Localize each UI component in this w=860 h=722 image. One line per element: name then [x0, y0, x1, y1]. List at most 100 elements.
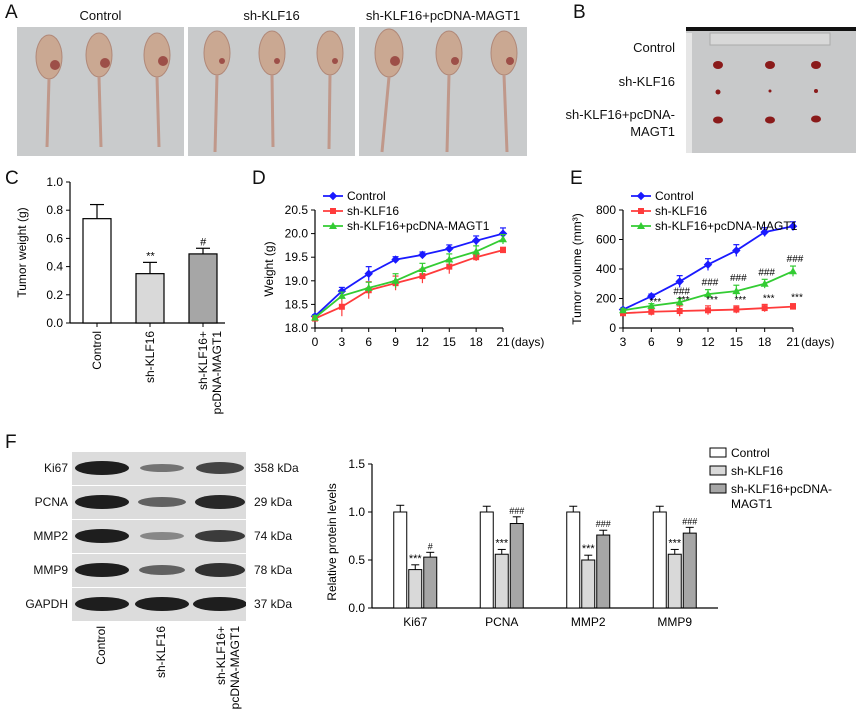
d-y-tick-label: 20.0: [285, 227, 309, 241]
blot-lane-label-group: Control: [94, 626, 108, 665]
c-x-tick-label-group: sh-KLF16+pcDNA-MAGT1: [196, 331, 224, 415]
blot-size-mmp2: 74 kDa: [254, 529, 293, 543]
f-annotation: ***: [409, 553, 423, 565]
chart-c-tumor-weight: 0.0 0.2 0.4 0.6 0.8 1.0 Tumor weight (g) Contro…: [15, 175, 225, 415]
e-sig-green: ###: [730, 273, 747, 284]
panel-d-letter: D: [252, 168, 266, 189]
e-point: [732, 246, 741, 255]
d-point: [364, 269, 373, 278]
d-point: [472, 247, 481, 255]
blot-lane-label-group: sh-KLF16+pcDNA-MAGT1: [214, 626, 242, 710]
f-y-tick-label: 0.5: [348, 553, 365, 567]
blot-label-mmp2: MMP2: [33, 529, 68, 543]
d-legend-label: sh-KLF16: [347, 204, 399, 218]
f-annotation: ###: [596, 519, 611, 529]
d-y-tick-label: 19.5: [285, 250, 309, 264]
d-x-label: (days): [511, 335, 544, 349]
d-point: [418, 250, 427, 260]
panel-a-label-sh-klf16: sh-KLF16: [243, 8, 300, 23]
d-point: [471, 236, 481, 245]
d-point: [418, 265, 427, 272]
e-x-tick-label: 12: [701, 335, 715, 349]
d-x-tick-label: 6: [365, 335, 372, 349]
e-x-tick-label: 6: [648, 335, 655, 349]
c-y-tick-label: 0.8: [46, 203, 63, 217]
panel-a-label-rescue: sh-KLF16+pcDNA-MAGT1: [365, 8, 521, 23]
e-sig-red: ***: [763, 293, 775, 304]
e-sig-red: ***: [706, 295, 718, 306]
e-sig-green: ###: [758, 267, 775, 278]
d-x-tick-label: 18: [469, 335, 483, 349]
f-y-tick-label: 1.5: [348, 457, 365, 471]
blot-size-pcna: 29 kDa: [254, 495, 293, 509]
panel-a-label-control: Control: [79, 8, 122, 23]
d-series-line: [314, 249, 504, 320]
e-point: [761, 305, 768, 312]
e-legend-label: Control: [655, 189, 694, 203]
e-x-label: (days): [801, 335, 834, 349]
f-y-tick-label: 1.0: [348, 505, 365, 519]
c-annotation: **: [146, 250, 155, 262]
d-legend-label: Control: [347, 189, 386, 203]
e-point: [676, 308, 683, 315]
e-point: [790, 303, 796, 310]
d-y-tick-label: 18.5: [285, 297, 309, 311]
d-point: [391, 255, 400, 264]
e-point: [647, 301, 656, 309]
c-bar: [188, 253, 218, 324]
f-bar: [479, 511, 494, 609]
f-y-label: Relative protein levels: [325, 483, 339, 600]
e-sig-green: ###: [787, 254, 804, 265]
e-point: [647, 292, 656, 301]
f-legend-label: sh-KLF16: [731, 464, 783, 478]
e-x-tick-label: 9: [676, 335, 683, 349]
e-x-tick-label: 3: [620, 335, 627, 349]
d-point: [338, 303, 345, 310]
d-y-tick-label: 18.0: [285, 321, 309, 335]
d-point: [445, 255, 454, 263]
e-y-tick-label: 800: [596, 203, 616, 217]
d-point: [500, 247, 506, 254]
d-x-tick-label: 21: [496, 335, 510, 349]
blot-lane-labels: Control sh-KLF16 sh-KLF16+pcDNA-MAGT1: [94, 626, 242, 710]
f-annotation: ###: [509, 506, 524, 516]
e-point: [705, 307, 711, 314]
c-y-tick-label: 1.0: [46, 175, 63, 189]
panel-b-row-control: Control: [633, 40, 675, 55]
panel-a-letter: A: [5, 2, 18, 23]
western-blot: [72, 452, 246, 622]
e-x-tick-label: 18: [758, 335, 772, 349]
c-y-tick-label: 0.4: [46, 260, 63, 274]
e-sig-red: ***: [791, 293, 803, 304]
tumor-illustration: [686, 27, 856, 153]
e-point: [619, 306, 627, 314]
c-y-tick-label: 0.6: [46, 231, 63, 245]
f-y-tick-label: 0.0: [348, 601, 365, 615]
c-x-tick-label-group: sh-KLF16: [143, 331, 157, 383]
e-x-tick-label: 21: [786, 335, 800, 349]
blot-size-ki67: 358 kDa: [254, 461, 299, 475]
mouse-4: [203, 30, 231, 153]
e-point: [703, 260, 713, 269]
f-bar: [494, 553, 509, 609]
d-point: [473, 254, 480, 261]
d-x-tick-label: 9: [392, 335, 399, 349]
d-y-tick-label: 19.0: [285, 274, 309, 288]
e-y-tick-label: 0: [609, 321, 616, 335]
e-sig-red: ***: [649, 297, 661, 308]
e-legend-label: sh-KLF16: [655, 204, 707, 218]
d-x-tick-label: 12: [416, 335, 430, 349]
f-bar: [596, 534, 611, 609]
f-bar: [581, 559, 596, 609]
c-y-tick-label: 0.0: [46, 316, 63, 330]
e-legend-label: sh-KLF16+pcDNA-MAGT1: [655, 219, 798, 233]
f-annotation: ###: [682, 516, 697, 526]
blot-label-mmp9: MMP9: [33, 563, 68, 577]
f-legend-label: Control: [731, 446, 770, 460]
d-point: [364, 283, 373, 291]
f-bar: [652, 511, 667, 609]
c-y-label: Tumor weight (g): [15, 207, 29, 297]
d-y-label: Weight (g): [262, 241, 276, 296]
e-legend-marker: [636, 191, 646, 201]
c-annotation: #: [200, 236, 207, 248]
